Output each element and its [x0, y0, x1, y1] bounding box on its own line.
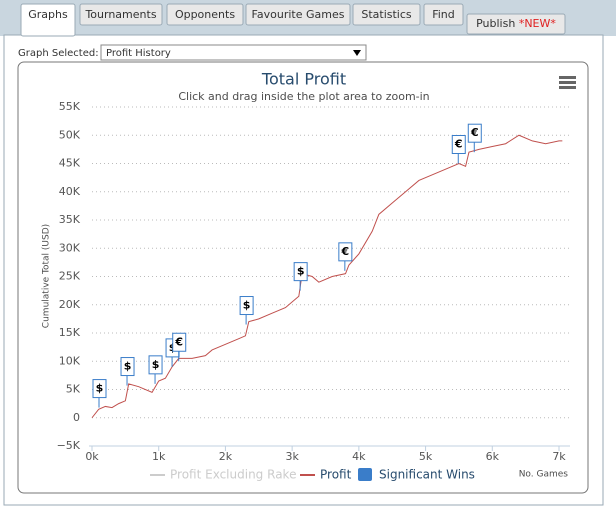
- y-tick-label: 50K: [59, 128, 81, 141]
- flag[interactable]: [239, 296, 254, 316]
- flag[interactable]: [148, 355, 163, 375]
- tab-label: Statistics: [361, 8, 412, 21]
- flag-label: €: [470, 126, 479, 139]
- legend-swatch: [358, 468, 372, 481]
- x-tick-label: 4k: [352, 450, 366, 463]
- flag-label: $: [152, 358, 160, 371]
- tab-label: Opponents: [175, 8, 235, 21]
- tab[interactable]: [352, 3, 421, 26]
- flag[interactable]: [467, 123, 482, 143]
- legend-label[interactable]: Profit Excluding Rake: [170, 468, 296, 482]
- tab[interactable]: [466, 13, 566, 35]
- x-tick-label: 1k: [152, 450, 166, 463]
- legend-label[interactable]: Profit: [320, 468, 352, 482]
- y-tick-label: 0: [73, 411, 80, 424]
- x-tick-label: 3k: [285, 450, 299, 463]
- publish-text: Publish: [476, 17, 519, 30]
- tab-label: Graphs: [28, 8, 68, 21]
- x-axis-label: No. Games: [519, 470, 569, 480]
- tab-label: Favourite Games: [252, 8, 345, 21]
- flag[interactable]: [451, 135, 466, 154]
- tab-label: Tournaments: [84, 8, 156, 21]
- x-tick-label: 7k: [552, 450, 566, 463]
- menu-bar: [559, 86, 576, 89]
- y-tick-label: 5K: [66, 383, 81, 396]
- y-tick-label: 55K: [59, 100, 81, 113]
- flag-label: €: [341, 245, 350, 258]
- tab[interactable]: [245, 3, 351, 26]
- flag[interactable]: [293, 262, 308, 282]
- y-tick-label: 30K: [59, 241, 81, 254]
- chart-title: Total Profit: [261, 70, 346, 89]
- y-tick-label: 10K: [59, 354, 81, 367]
- graph-select-value: Profit History: [106, 48, 171, 59]
- y-tick-label: −5K: [57, 439, 81, 452]
- flag[interactable]: [92, 379, 107, 399]
- tab[interactable]: [166, 3, 244, 26]
- dropdown-arrow: [353, 50, 361, 56]
- flag-label: €: [174, 335, 183, 348]
- selector-label: Graph Selected:: [18, 48, 99, 59]
- tab[interactable]: [79, 3, 163, 26]
- flag-label: $: [297, 265, 305, 278]
- tab[interactable]: [423, 3, 464, 26]
- menu-bar: [559, 81, 576, 84]
- tab[interactable]: [20, 3, 76, 37]
- flag-label: $: [96, 382, 104, 395]
- flag[interactable]: [172, 332, 187, 352]
- flag[interactable]: [120, 357, 135, 377]
- x-tick-label: 2k: [219, 450, 233, 463]
- flag-label: $: [243, 299, 251, 312]
- tab-label: Find: [432, 8, 455, 21]
- x-tick-label: 5k: [419, 450, 433, 463]
- y-tick-label: 35K: [59, 213, 81, 226]
- flag[interactable]: [338, 242, 353, 262]
- y-axis-label: Cumulative Total (USD): [42, 224, 52, 328]
- legend-label[interactable]: Significant Wins: [379, 468, 475, 482]
- menu-button[interactable]: [559, 76, 576, 89]
- x-tick-label: 6k: [486, 450, 500, 463]
- y-tick-label: 20K: [59, 298, 81, 311]
- x-tick-label: 0k: [85, 450, 99, 463]
- y-tick-label: 25K: [59, 270, 81, 283]
- menu-bar: [559, 76, 576, 79]
- publish-label: Publish *NEW*: [476, 17, 556, 30]
- graph-select[interactable]: [100, 44, 367, 61]
- y-tick-label: 45K: [59, 157, 81, 170]
- y-tick-label: 15K: [59, 326, 81, 339]
- flag-label: $: [124, 360, 132, 373]
- publish-badge: *NEW*: [519, 17, 557, 30]
- y-tick-label: 40K: [59, 185, 81, 198]
- flag-label: €: [454, 138, 463, 151]
- chart-subtitle: Click and drag inside the plot area to z…: [178, 90, 429, 103]
